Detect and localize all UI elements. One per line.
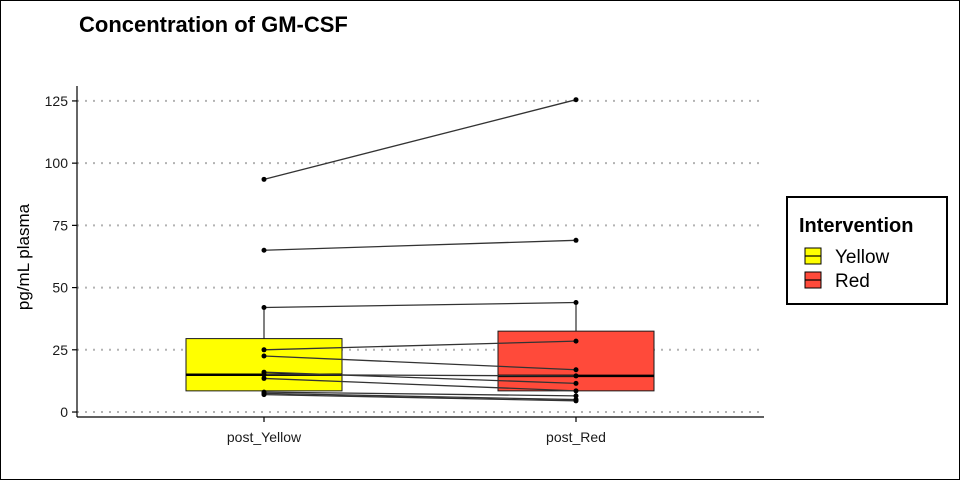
data-point xyxy=(261,353,267,359)
subject-line xyxy=(263,99,577,180)
legend-label-red: Red xyxy=(835,271,870,292)
y-axis-title: pg/mL plasma xyxy=(14,203,33,310)
data-point xyxy=(573,380,579,386)
y-tick-label: 25 xyxy=(52,342,68,358)
y-tick-label: 125 xyxy=(45,93,69,109)
subject-line xyxy=(263,374,577,377)
data-point xyxy=(261,372,267,378)
data-point xyxy=(261,347,267,353)
data-point xyxy=(573,338,579,344)
data-point xyxy=(573,97,579,103)
subject-line xyxy=(263,301,577,309)
chart-title: Concentration of GM-CSF xyxy=(79,12,348,37)
y-tick-label: 50 xyxy=(52,280,68,296)
subject-line xyxy=(263,355,577,371)
y-tick-label: 75 xyxy=(52,217,68,233)
data-points xyxy=(261,97,579,404)
subject-line xyxy=(263,371,577,385)
subject-line xyxy=(263,340,577,351)
data-point xyxy=(573,367,579,373)
data-point xyxy=(573,393,579,399)
legend-label-yellow: Yellow xyxy=(835,247,890,268)
data-point xyxy=(573,373,579,379)
subject-line xyxy=(263,392,577,401)
subject-line xyxy=(263,391,577,397)
x-ticks: post_Yellow post_Red xyxy=(227,417,606,445)
box-plots xyxy=(185,302,655,401)
legend-title: Intervention xyxy=(799,215,913,237)
box-post_Red xyxy=(497,302,655,401)
data-point xyxy=(261,247,267,253)
data-point xyxy=(261,176,267,182)
data-point xyxy=(573,300,579,306)
y-ticks: 0 25 50 75 100 125 xyxy=(45,93,77,420)
gridlines xyxy=(77,99,764,414)
axes xyxy=(76,86,764,418)
data-point xyxy=(573,237,579,243)
subject-line xyxy=(263,393,577,402)
data-point xyxy=(261,392,267,398)
paired-lines xyxy=(263,99,577,402)
x-tick-label: post_Red xyxy=(546,429,606,445)
box-body xyxy=(185,338,343,392)
y-tick-label: 100 xyxy=(45,155,69,171)
y-tick-label: 0 xyxy=(60,404,68,420)
data-point xyxy=(573,388,579,394)
subject-line xyxy=(263,377,577,392)
data-point xyxy=(261,375,267,381)
data-point xyxy=(573,398,579,404)
subject-line xyxy=(263,239,577,251)
x-tick-label: post_Yellow xyxy=(227,429,302,445)
legend-items: Yellow Red xyxy=(804,247,890,292)
data-point xyxy=(261,304,267,310)
legend: Intervention Yellow Red xyxy=(786,196,948,305)
